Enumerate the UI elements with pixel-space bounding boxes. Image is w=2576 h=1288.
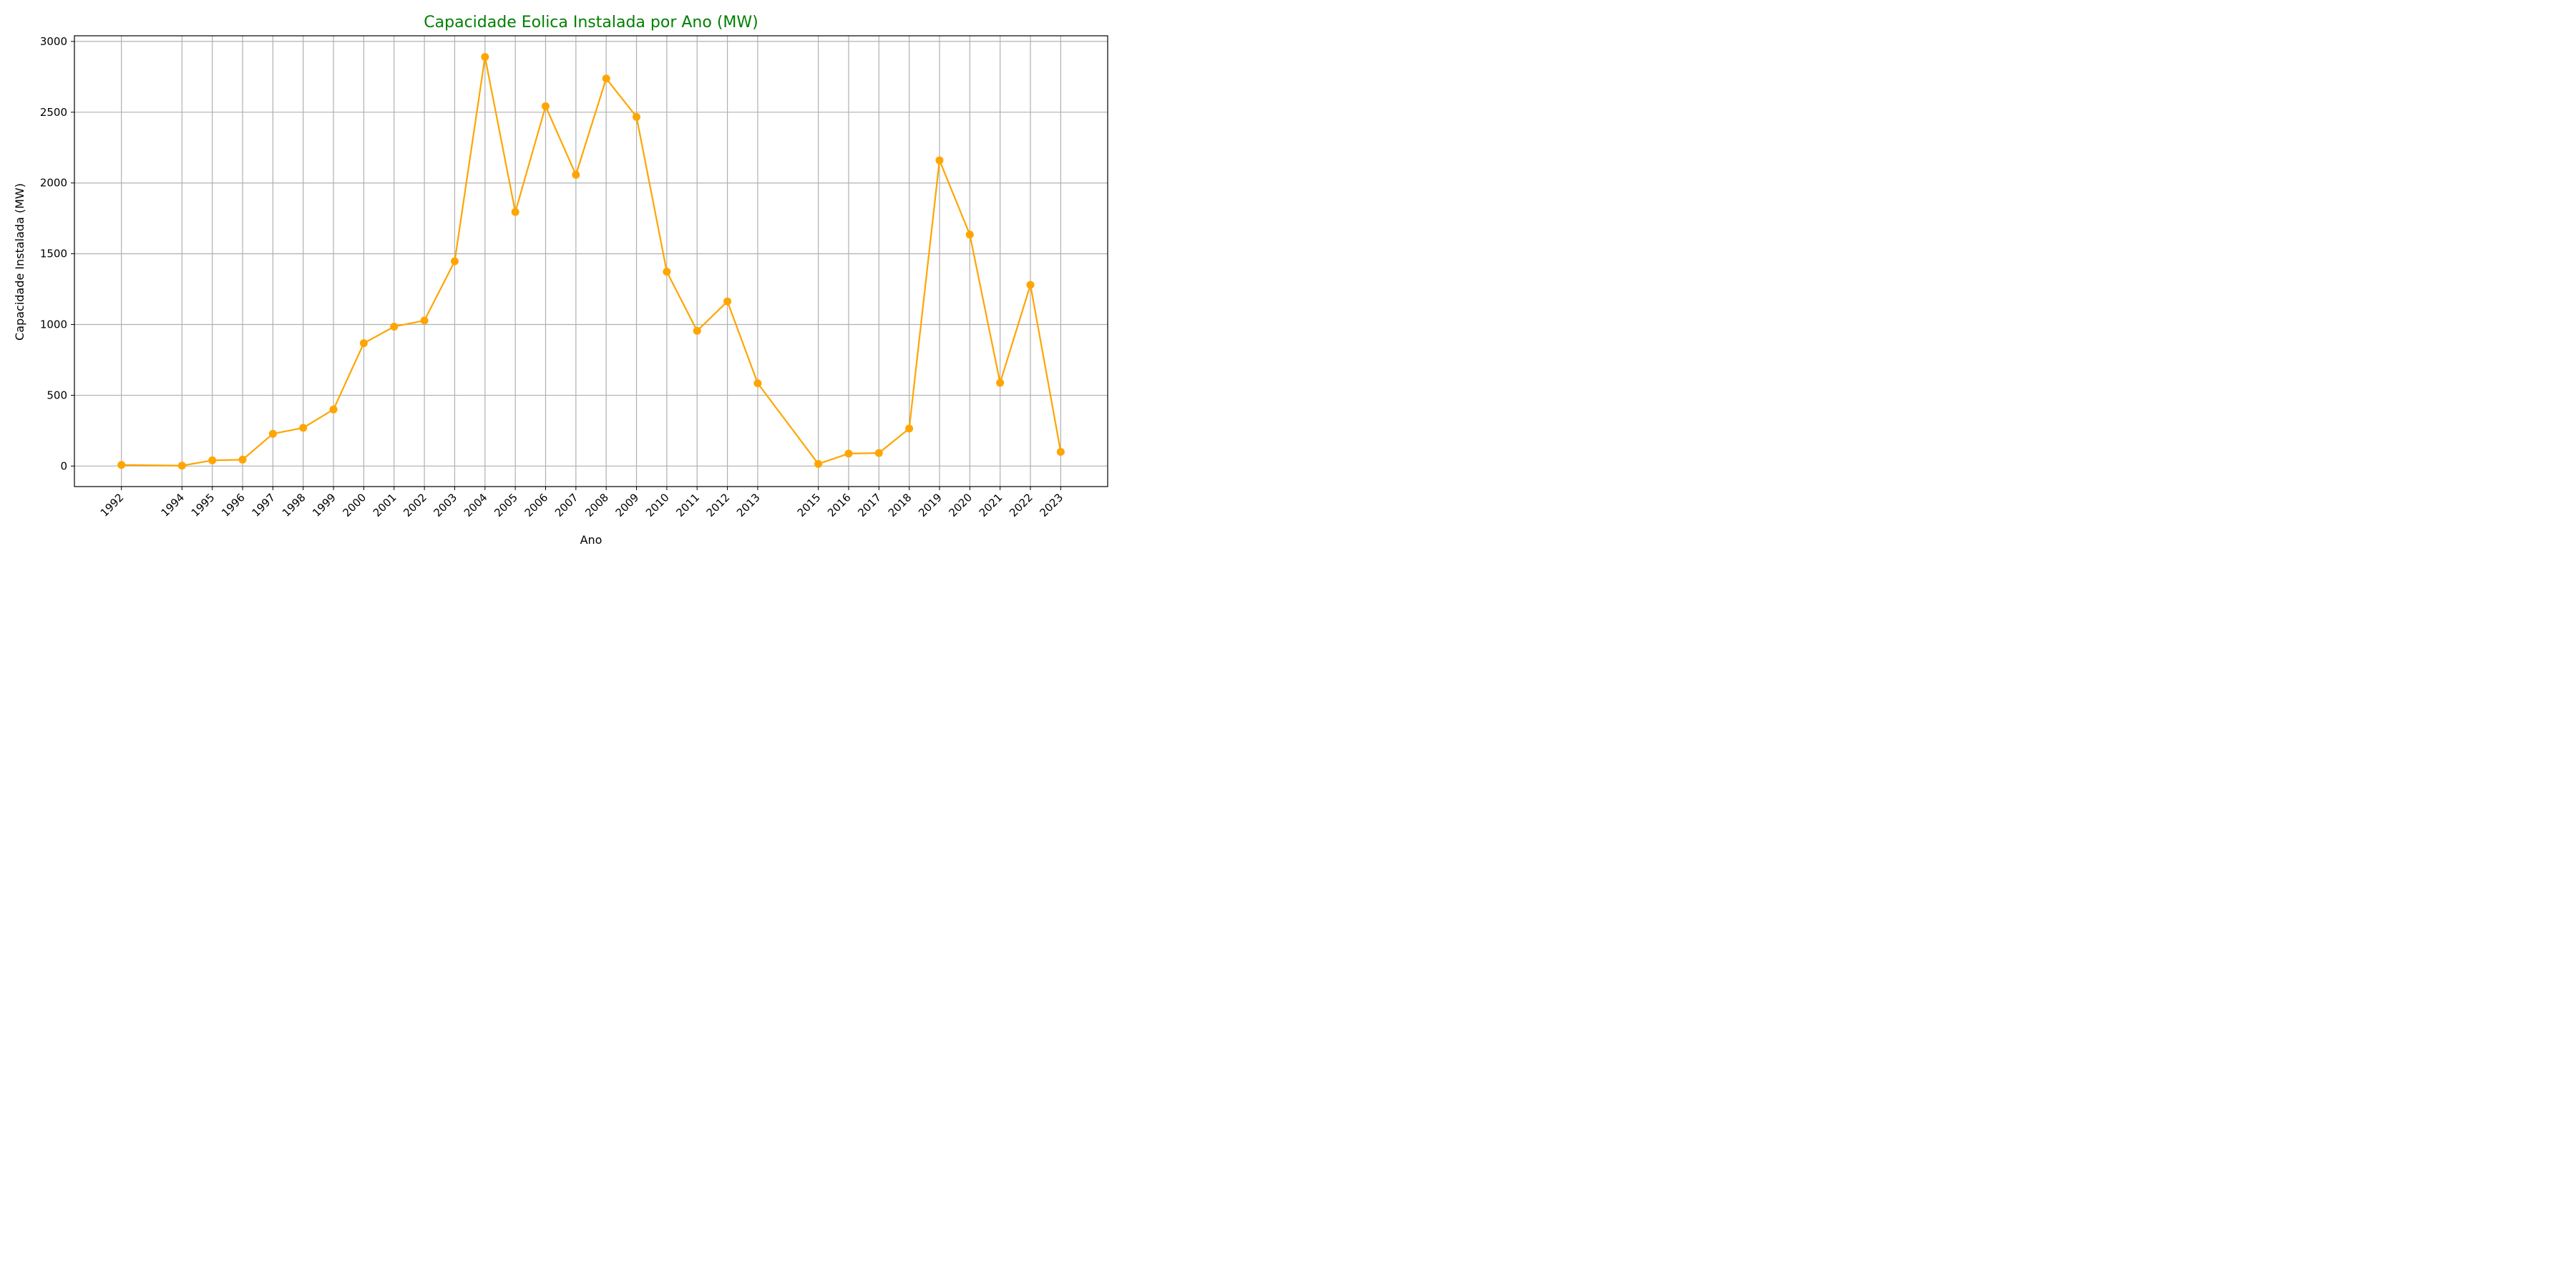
series [117, 53, 1065, 470]
data-point [177, 462, 186, 470]
data-point [208, 456, 217, 464]
data-point [965, 230, 974, 239]
data-point [481, 53, 489, 62]
data-point [390, 322, 399, 331]
y-tick-label: 1500 [40, 248, 67, 260]
data-point [299, 424, 308, 432]
data-point [420, 316, 429, 325]
data-point [268, 429, 277, 438]
x-axis-title: Ano [580, 533, 602, 547]
y-tick-label: 0 [60, 459, 67, 472]
chart-title: Capacidade Eolica Instalada por Ano (MW) [424, 14, 758, 31]
data-point [996, 379, 1005, 387]
data-point [814, 459, 823, 468]
data-point [723, 297, 732, 306]
data-point [1026, 280, 1035, 289]
y-axis-title: Capacidade Instalada (MW) [13, 183, 26, 341]
y-tick-label: 2500 [40, 106, 67, 119]
data-point [844, 449, 853, 458]
data-point [905, 424, 914, 433]
chart-background [0, 0, 1122, 561]
y-axis: 0 500 1000 1500 2000 2500 3000 [40, 35, 74, 472]
y-tick-label: 500 [47, 389, 67, 401]
y-tick-label: 2000 [40, 177, 67, 190]
data-point [238, 455, 247, 464]
data-point [450, 257, 459, 265]
plot-frame [74, 35, 1108, 487]
data-point [329, 405, 338, 414]
data-point [359, 339, 368, 348]
data-point [753, 379, 762, 388]
data-point [117, 461, 126, 469]
data-point [693, 326, 701, 335]
data-point [602, 74, 610, 83]
data-point [633, 112, 641, 121]
data-point [541, 102, 550, 111]
data-point [1056, 448, 1065, 457]
data-point [874, 449, 883, 457]
data-point [663, 268, 671, 276]
y-tick-label: 3000 [40, 35, 67, 48]
data-point [572, 170, 580, 179]
y-tick-label: 1000 [40, 318, 67, 331]
data-point [511, 208, 519, 216]
series-line [121, 56, 1062, 467]
data-point [935, 156, 944, 165]
